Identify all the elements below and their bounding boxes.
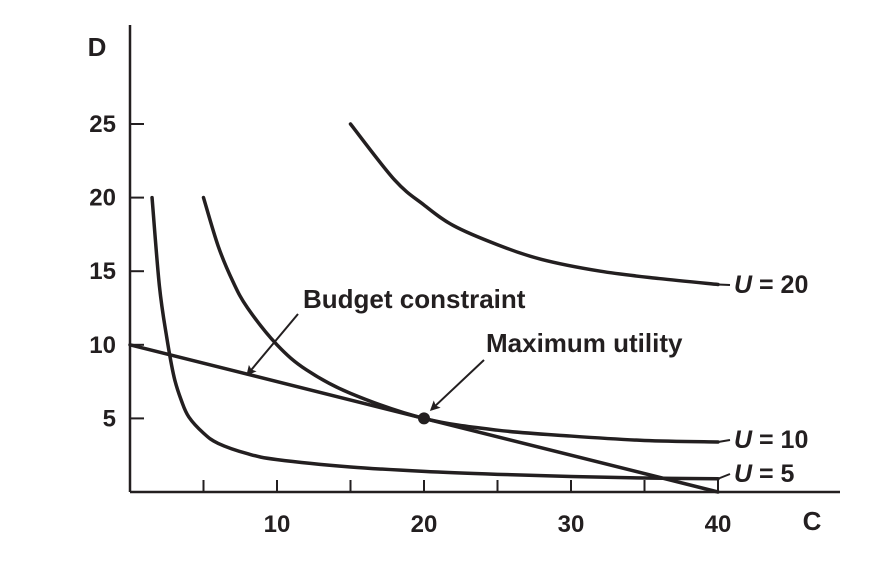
curve-label-u-10: U = 10 bbox=[734, 426, 808, 454]
y-tick-label-5: 5 bbox=[103, 405, 116, 432]
x-axis-label: C bbox=[803, 506, 822, 536]
y-tick-label-25: 25 bbox=[89, 111, 116, 138]
curve-label-u-5: U = 5 bbox=[734, 460, 795, 488]
annotation-budget-constraint: Budget constraint bbox=[303, 284, 526, 314]
x-tick-label-20: 20 bbox=[411, 511, 438, 538]
y-axis-label: D bbox=[88, 32, 107, 62]
maximum-utility-point bbox=[418, 412, 430, 425]
annotation-arrow-maximum-utility bbox=[429, 359, 485, 411]
label-leader-u-20 bbox=[717, 283, 731, 286]
x-tick-label-10: 10 bbox=[264, 511, 291, 538]
annotation-maximum-utility: Maximum utility bbox=[486, 328, 683, 358]
x-tick-label-30: 30 bbox=[558, 511, 585, 538]
y-tick-label-20: 20 bbox=[89, 185, 116, 212]
label-leader-u-10 bbox=[717, 439, 731, 443]
annotations: Budget constraint Maximum utility bbox=[246, 284, 683, 411]
curves: U = 20 U = 10 U = 5 bbox=[128, 122, 808, 494]
annotation-arrow-budget-constraint bbox=[246, 313, 299, 376]
ticks: 10 20 30 40 5 10 15 20 25 bbox=[89, 111, 731, 538]
label-leader-u-5 bbox=[717, 473, 731, 480]
x-tick-label-40: 40 bbox=[705, 511, 732, 538]
y-tick-label-10: 10 bbox=[89, 332, 116, 359]
curve-u-20 bbox=[348, 122, 720, 287]
y-tick-label-15: 15 bbox=[89, 258, 116, 285]
axes: D C bbox=[88, 25, 840, 536]
curve-u-10 bbox=[201, 195, 720, 444]
curve-label-u-20: U = 20 bbox=[734, 271, 808, 299]
